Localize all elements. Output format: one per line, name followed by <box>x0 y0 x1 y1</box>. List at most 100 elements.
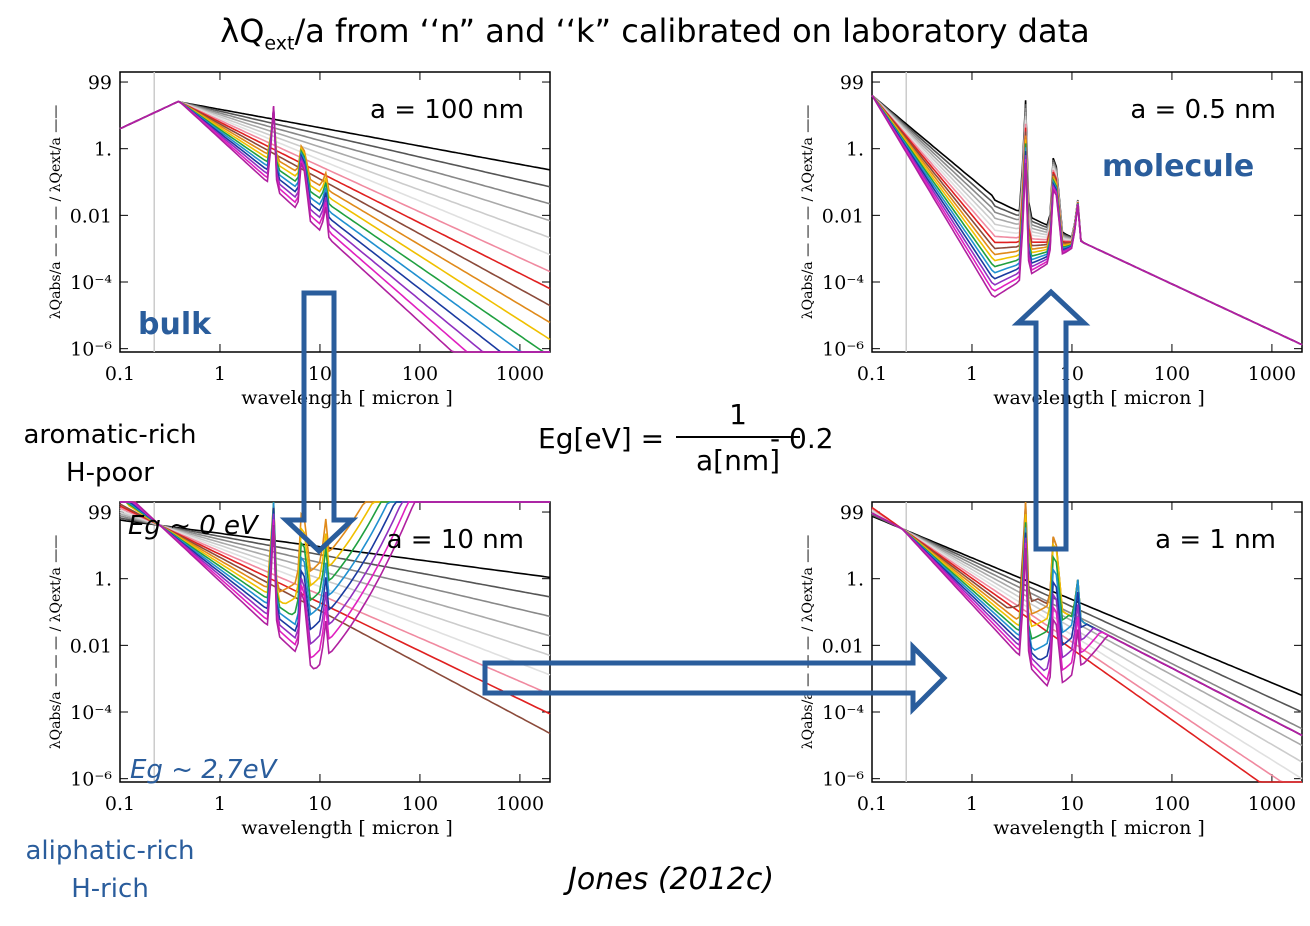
x-tick-label: 1 <box>214 793 226 815</box>
bulk-label: bulk <box>138 307 212 342</box>
x-tick-label: 10 <box>308 793 332 815</box>
x-tick-label: 1000 <box>496 363 544 385</box>
series-line-16 <box>120 501 550 670</box>
y-tick-label: 0.01 <box>822 205 864 227</box>
series-line-14 <box>871 94 1303 346</box>
x-tick-label: 1000 <box>496 793 544 815</box>
series-line-6 <box>119 507 551 696</box>
y-tick-label: 10⁻⁴ <box>822 272 864 294</box>
plot-1nm: 0.1 1 10 100 1000 99 1. 0.01 10⁻⁴ 10⁻⁶ wavelength … <box>800 501 1303 839</box>
x-axis-label: wavelength [ micron ] <box>241 817 453 839</box>
y-tick-label: 1. <box>846 139 864 161</box>
panel-1nm: 0.1 1 10 100 1000 99 1. 0.01 10⁻⁴ 10⁻⁶ wavelength … <box>752 496 1310 856</box>
series-line-1 <box>871 514 1303 713</box>
x-tick-label: 0.1 <box>105 793 135 815</box>
y-tick-label: 10⁻⁶ <box>822 769 864 791</box>
series-line-16 <box>871 512 1303 737</box>
series-line-4 <box>119 511 551 657</box>
series-line-4 <box>871 94 1303 346</box>
y-tick-label: 1. <box>94 139 112 161</box>
series-line-2 <box>871 512 1303 730</box>
series-line-4 <box>871 510 1303 763</box>
x-tick-label: 1000 <box>1248 363 1296 385</box>
x-tick-label: 1000 <box>1248 793 1296 815</box>
bandgap-low-label: Eg ~ 0 eV <box>128 511 260 541</box>
x-tick-label: 0.1 <box>105 363 135 385</box>
x-tick-label: 0.1 <box>857 363 887 385</box>
y-tick-label: 99 <box>840 72 864 94</box>
series-line-0 <box>871 515 1303 697</box>
citation: Jones (2012c) <box>568 862 775 897</box>
x-tick-label: 100 <box>1154 363 1190 385</box>
plot-0.5nm: 0.1 1 10 100 1000 99 1. 0.01 10⁻⁴ 10⁻⁶ wavelength … <box>800 71 1303 409</box>
x-tick-label: 1 <box>214 363 226 385</box>
series-line-6 <box>871 508 1302 783</box>
x-tick-label: 10 <box>1060 793 1084 815</box>
x-tick-label: 100 <box>1154 793 1190 815</box>
y-tick-label: 1. <box>846 569 864 591</box>
figure-title: λQext/a from ‘‘n” and ‘‘k” calibrated on… <box>220 12 1090 55</box>
x-tick-label: 0.1 <box>857 793 887 815</box>
y-tick-label: 10⁻⁶ <box>70 769 112 791</box>
x-tick-label: 100 <box>402 363 438 385</box>
molecule-label: molecule <box>1102 149 1254 184</box>
series-line-3 <box>871 511 1303 747</box>
aromatic-label: aromatic-rich H-poor <box>23 420 197 488</box>
series-line-2 <box>871 94 1303 346</box>
particle-size-label: a = 100 nm <box>370 95 524 125</box>
plot-100nm: 0.1 1 10 100 1000 99 1. 0.01 10⁻⁴ 10⁻⁶ wavelength … <box>48 71 551 409</box>
y-tick-label: 10⁻⁶ <box>822 339 864 361</box>
x-tick-label: 1 <box>966 363 978 385</box>
x-axis-label: wavelength [ micron ] <box>993 387 1205 409</box>
y-tick-label: 10⁻⁴ <box>822 702 864 724</box>
panel-10nm: 0.1 1 10 100 1000 99 1. 0.01 10⁻⁴ 10⁻⁶ wavelength … <box>0 496 560 856</box>
y-tick-label: 0.01 <box>70 205 112 227</box>
series-line-3 <box>871 94 1303 346</box>
aliphatic-label: aliphatic-rich H-rich <box>25 836 195 904</box>
series-line-6 <box>871 94 1303 346</box>
series-line-15 <box>871 94 1303 346</box>
particle-size-label: a = 1 nm <box>1155 525 1276 555</box>
particle-size-label: a = 0.5 nm <box>1130 95 1276 125</box>
series-line-8 <box>871 94 1303 346</box>
bandgap-high-label: Eg ~ 2.7eV <box>130 755 279 785</box>
x-tick-label: 10 <box>1060 363 1084 385</box>
x-tick-label: 100 <box>402 793 438 815</box>
y-axis-label: λQabs/a — — — / λQext/a —— <box>48 535 64 750</box>
series-line-16 <box>119 100 550 353</box>
y-tick-label: 10⁻⁶ <box>70 339 112 361</box>
panel-100nm: 0.1 1 10 100 1000 99 1. 0.01 10⁻⁴ 10⁻⁶ wavelength … <box>0 66 560 426</box>
y-tick-label: 0.01 <box>822 635 864 657</box>
panel-0.5nm: 0.1 1 10 100 1000 99 1. 0.01 10⁻⁴ 10⁻⁶ wavelength … <box>752 66 1310 426</box>
y-tick-label: 99 <box>88 502 112 524</box>
series-line-5 <box>871 509 1303 780</box>
series-line-7 <box>871 94 1303 346</box>
plot-10nm: 0.1 1 10 100 1000 99 1. 0.01 10⁻⁴ 10⁻⁶ wavelength … <box>48 501 551 839</box>
series-line-2 <box>119 515 551 618</box>
series-line-13 <box>871 94 1303 346</box>
series-line-5 <box>119 509 551 676</box>
series-line-11 <box>871 94 1303 346</box>
y-tick-label: 10⁻⁴ <box>70 702 112 724</box>
series-line-1 <box>871 94 1303 346</box>
x-tick-label: 1 <box>966 793 978 815</box>
y-axis-label: λQabs/a — — — / λQext/a —— <box>48 105 64 320</box>
series-line-7 <box>119 505 551 715</box>
series-line-16 <box>871 94 1303 346</box>
series-line-8 <box>119 100 551 307</box>
particle-size-label: a = 10 nm <box>387 525 524 555</box>
y-tick-label: 0.01 <box>70 635 112 657</box>
series-line-9 <box>871 94 1303 346</box>
y-axis-label: λQabs/a — — — / λQext/a —— <box>800 105 816 320</box>
series-line-1 <box>119 517 551 598</box>
y-axis-label: λQabs/a — — — / λQext/a —— <box>800 535 816 750</box>
x-axis-label: wavelength [ micron ] <box>993 817 1205 839</box>
series-line-10 <box>871 94 1303 346</box>
series-line-5 <box>871 94 1303 346</box>
x-tick-label: 10 <box>308 363 332 385</box>
y-tick-label: 99 <box>88 72 112 94</box>
y-tick-label: 1. <box>94 569 112 591</box>
y-tick-label: 10⁻⁴ <box>70 272 112 294</box>
series-line-0 <box>871 94 1303 346</box>
series-line-12 <box>871 94 1303 346</box>
